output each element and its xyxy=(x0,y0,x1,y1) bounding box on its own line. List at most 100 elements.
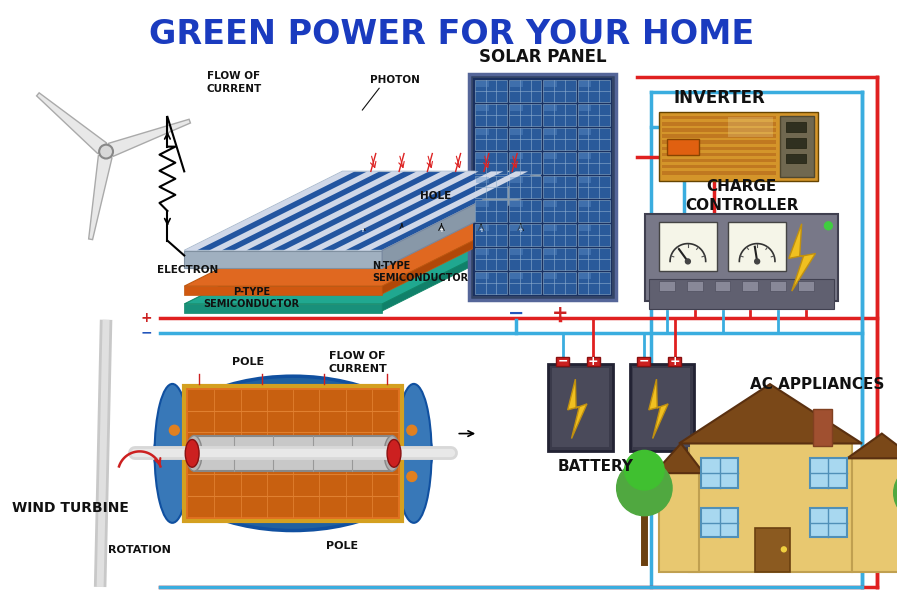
Text: +: + xyxy=(670,355,680,368)
Bar xyxy=(578,272,609,294)
Bar xyxy=(544,80,576,103)
Circle shape xyxy=(755,259,760,264)
Circle shape xyxy=(99,145,113,158)
Bar xyxy=(510,249,523,254)
Bar xyxy=(509,200,542,222)
Ellipse shape xyxy=(384,436,400,471)
Polygon shape xyxy=(89,155,112,239)
Bar xyxy=(475,152,508,174)
Bar xyxy=(786,154,806,163)
Text: +: + xyxy=(552,304,568,323)
Bar xyxy=(715,281,731,291)
Bar xyxy=(510,153,523,159)
Bar xyxy=(578,176,609,198)
Bar xyxy=(813,409,833,446)
Bar xyxy=(649,279,834,309)
Bar xyxy=(476,153,489,159)
Polygon shape xyxy=(184,172,355,251)
Ellipse shape xyxy=(155,376,432,530)
Bar xyxy=(578,200,609,222)
Bar xyxy=(509,128,542,150)
Bar xyxy=(510,82,523,87)
Bar xyxy=(544,224,576,246)
Bar xyxy=(544,105,557,111)
Bar xyxy=(548,364,613,451)
Bar xyxy=(184,386,402,521)
Bar xyxy=(579,129,591,135)
Bar xyxy=(662,171,776,175)
Text: SOLAR PANEL: SOLAR PANEL xyxy=(479,47,607,65)
Polygon shape xyxy=(184,251,382,268)
Bar xyxy=(475,272,508,294)
Bar xyxy=(476,82,489,87)
Bar xyxy=(544,272,576,294)
Bar xyxy=(579,105,591,111)
Bar xyxy=(852,458,900,572)
Bar xyxy=(544,153,557,159)
Polygon shape xyxy=(234,172,404,251)
Bar xyxy=(509,224,542,246)
Text: GREEN POWER FOR YOUR HOME: GREEN POWER FOR YOUR HOME xyxy=(148,19,754,52)
Bar xyxy=(662,134,776,138)
Bar xyxy=(662,153,776,156)
Text: −: − xyxy=(638,355,649,368)
Text: HOLE: HOLE xyxy=(419,191,451,201)
Circle shape xyxy=(436,225,446,235)
Text: FLOW OF
CURRENT: FLOW OF CURRENT xyxy=(328,351,387,374)
Circle shape xyxy=(686,259,690,264)
Bar xyxy=(509,248,542,270)
Bar xyxy=(510,129,523,135)
Polygon shape xyxy=(847,434,900,458)
Circle shape xyxy=(781,547,787,552)
Text: POLE: POLE xyxy=(232,358,265,367)
Bar xyxy=(728,117,773,137)
Polygon shape xyxy=(382,172,541,268)
Bar xyxy=(578,248,609,270)
Bar xyxy=(544,176,576,198)
Text: N-TYPE
SEMICONDUCTOR: N-TYPE SEMICONDUCTOR xyxy=(373,261,468,283)
Polygon shape xyxy=(679,384,862,443)
Circle shape xyxy=(894,465,900,521)
Text: −: − xyxy=(508,304,525,323)
Bar xyxy=(578,80,609,103)
Bar xyxy=(475,200,508,222)
Bar xyxy=(476,129,489,135)
Bar xyxy=(701,458,738,488)
Text: BATTERY: BATTERY xyxy=(558,459,634,474)
Polygon shape xyxy=(184,172,541,251)
Text: AC APPLIANCES: AC APPLIANCES xyxy=(751,377,885,392)
Polygon shape xyxy=(184,304,382,313)
Bar xyxy=(770,281,786,291)
Bar xyxy=(476,273,489,278)
Bar xyxy=(687,281,703,291)
Polygon shape xyxy=(184,225,541,304)
Text: FLOW OF
CURRENT: FLOW OF CURRENT xyxy=(206,71,261,94)
Bar xyxy=(637,358,650,366)
Polygon shape xyxy=(184,286,382,295)
Bar xyxy=(701,508,738,538)
Ellipse shape xyxy=(387,440,400,467)
Bar xyxy=(786,138,806,148)
Bar xyxy=(194,436,392,471)
Bar xyxy=(780,116,814,178)
Polygon shape xyxy=(209,172,380,251)
Polygon shape xyxy=(649,379,668,439)
Circle shape xyxy=(407,425,417,435)
Bar xyxy=(475,80,508,103)
Bar xyxy=(659,222,716,271)
Bar xyxy=(579,273,591,278)
Bar xyxy=(662,122,776,125)
Bar xyxy=(509,104,542,126)
Text: WIND TURBINE: WIND TURBINE xyxy=(12,501,129,515)
Circle shape xyxy=(625,451,664,490)
Bar xyxy=(579,249,591,254)
Text: +: + xyxy=(438,227,445,233)
Bar xyxy=(797,281,814,291)
Bar xyxy=(728,222,786,271)
Bar xyxy=(810,508,847,538)
Circle shape xyxy=(169,425,179,435)
Polygon shape xyxy=(654,443,704,473)
Bar xyxy=(509,152,542,174)
Circle shape xyxy=(410,449,418,457)
Polygon shape xyxy=(284,172,454,251)
